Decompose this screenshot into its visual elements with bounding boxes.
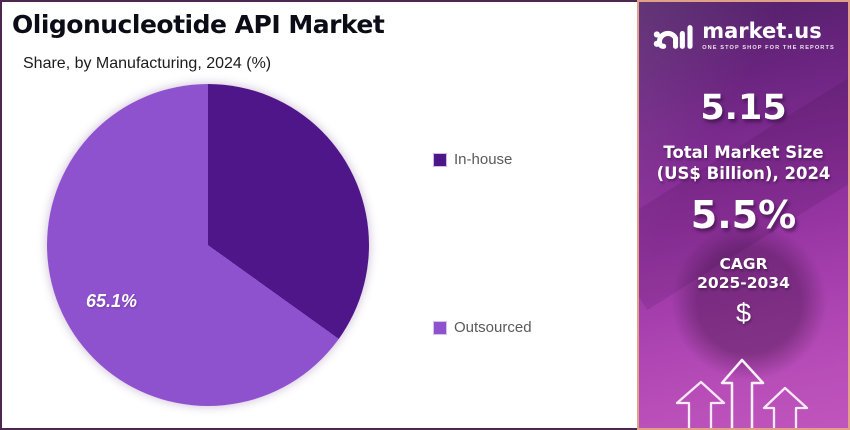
growth-arrows-icon: [675, 358, 809, 428]
legend-swatch-in-house: [433, 152, 447, 167]
cagr-label-line2: 2025-2034: [697, 274, 790, 293]
chart-subtitle: Share, by Manufacturing, 2024 (%): [23, 55, 272, 72]
legend-item-in-house: In-house: [433, 151, 512, 168]
brand-name: market.us: [702, 19, 822, 43]
pie-slice-value-label: 65.1%: [86, 291, 138, 311]
brand-logo: market.us ONE STOP SHOP FOR THE REPORTS: [639, 20, 848, 59]
brand-sidebar: market.us ONE STOP SHOP FOR THE REPORTS …: [637, 0, 850, 430]
legend-label-outsourced: Outsourced: [454, 319, 532, 336]
chart-panel: Oligonucleotide API Market Share, by Man…: [0, 0, 639, 430]
marketus-logo-icon: [652, 20, 694, 59]
legend-swatch-outsourced: [433, 320, 447, 335]
dollar-icon: $: [735, 298, 752, 328]
total-market-size-label-line2: (US$ Billion), 2024: [656, 164, 831, 184]
brand-tagline: ONE STOP SHOP FOR THE REPORTS: [702, 45, 835, 52]
pie-chart: [47, 84, 369, 406]
total-market-size-label-line1: Total Market Size: [663, 143, 824, 162]
legend-label-in-house: In-house: [454, 151, 513, 168]
legend-item-outsourced: Outsourced: [433, 319, 532, 336]
total-market-size-value: 5.15: [700, 88, 787, 128]
total-market-size-label: Total Market Size (US$ Billion), 2024: [639, 142, 848, 184]
chart-title: Oligonucleotide API Market: [12, 10, 385, 39]
cagr-label: CAGR 2025-2034: [639, 255, 848, 294]
cagr-value: 5.5%: [690, 193, 797, 237]
cagr-label-line1: CAGR: [719, 255, 768, 273]
